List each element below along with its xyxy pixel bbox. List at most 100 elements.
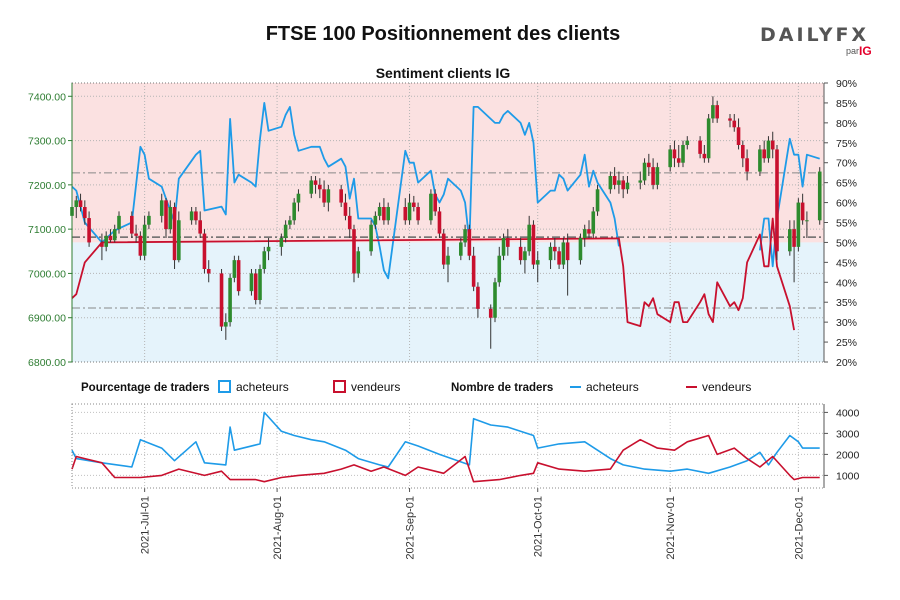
pct-tick-label: 25% xyxy=(836,337,857,349)
legend-sellers-pct-swatch xyxy=(333,380,346,393)
candle-body xyxy=(138,235,143,256)
candle-body xyxy=(296,193,301,203)
candle-body xyxy=(587,229,591,234)
candle-body xyxy=(518,246,523,261)
price-tick-label: 6900.00 xyxy=(28,313,66,325)
candle-body xyxy=(100,242,104,247)
candle-body xyxy=(377,207,382,216)
candle-body xyxy=(741,145,745,159)
candle-body xyxy=(147,215,151,225)
candle-body xyxy=(548,246,553,261)
candle-body xyxy=(164,200,168,230)
count-tick-label: 4000 xyxy=(836,407,860,419)
price-tick-label: 7200.00 xyxy=(28,180,66,192)
candle-body xyxy=(578,238,583,261)
candle-body xyxy=(817,171,822,221)
candle-body xyxy=(403,207,408,221)
candle-body xyxy=(676,158,681,163)
dailyfx-logo: DAILYFX par IG xyxy=(760,24,872,64)
candle-body xyxy=(309,180,314,194)
candle-body xyxy=(142,224,147,256)
candle-body xyxy=(497,255,502,283)
candle-body xyxy=(117,215,121,230)
sellers-count-line xyxy=(71,434,820,483)
price-tick-label: 7300.00 xyxy=(28,136,66,148)
pct-tick-label: 85% xyxy=(836,98,857,110)
candle-body xyxy=(433,193,437,212)
pct-tick-label: 70% xyxy=(836,158,857,170)
candle-body xyxy=(621,180,625,190)
candle-body xyxy=(557,251,561,265)
candle-body xyxy=(471,255,476,287)
pct-tick-label: 20% xyxy=(836,357,857,369)
chart-subtitle: Sentiment clients IG xyxy=(376,65,511,81)
candle-body xyxy=(177,220,181,261)
candle-body xyxy=(655,167,660,185)
pct-tick-label: 65% xyxy=(836,178,857,190)
legend-buyers-count-label: acheteurs xyxy=(586,380,639,394)
pct-tick-label: 80% xyxy=(836,118,857,130)
candle-body xyxy=(219,273,224,327)
candle-body xyxy=(565,242,570,261)
date-tick-label: 2021-Sep-01 xyxy=(405,496,417,560)
price-tick-label: 6800.00 xyxy=(28,357,66,369)
pct-tick-label: 50% xyxy=(836,237,857,249)
candle-body xyxy=(535,260,540,265)
count-tick-label: 3000 xyxy=(836,428,860,440)
candle-body xyxy=(651,167,655,185)
candle-body xyxy=(279,238,284,247)
date-tick-label: 2021-Aug-01 xyxy=(272,496,284,560)
candle-body xyxy=(78,200,83,207)
candle-body xyxy=(386,207,390,221)
candle-body xyxy=(253,273,258,300)
candle-body xyxy=(595,189,600,212)
candle-body xyxy=(104,235,108,247)
legend-sellers-count-label: vendeurs xyxy=(702,380,751,394)
candle-body xyxy=(642,162,647,181)
candle-body xyxy=(732,120,737,128)
candle-body xyxy=(527,224,531,252)
candle-body xyxy=(459,242,463,256)
candle-body xyxy=(343,202,348,216)
candle-body xyxy=(463,229,467,243)
logo-wordmark: DAILYFX xyxy=(760,24,870,46)
pct-tick-label: 90% xyxy=(836,78,857,90)
candle-body xyxy=(770,140,775,150)
candle-body xyxy=(249,273,254,292)
candle-body xyxy=(788,229,792,252)
main-panel: 6800.00 6900.00 7000.00 7100.00 7200.00 7300.… xyxy=(28,78,857,369)
candle-body xyxy=(198,220,202,234)
candle-body xyxy=(283,224,288,238)
price-tick-label: 7100.00 xyxy=(28,224,66,236)
candle-body xyxy=(617,180,621,185)
candle-body xyxy=(441,233,446,265)
candle-body xyxy=(488,308,493,318)
candle-body xyxy=(288,220,292,225)
candle-body xyxy=(668,149,672,168)
candle-body xyxy=(416,207,420,221)
candle-body xyxy=(446,255,450,265)
candle-body xyxy=(608,176,613,190)
candle-body xyxy=(758,149,762,172)
page-title: FTSE 100 Positionnement des clients xyxy=(265,23,621,45)
candle-body xyxy=(258,269,262,300)
buyers-pct-line xyxy=(71,102,620,280)
candle-body xyxy=(796,202,801,247)
candle-body xyxy=(582,229,587,238)
candle-body xyxy=(87,218,91,243)
count-tick-label: 1000 xyxy=(836,470,860,482)
logo-ig: IG xyxy=(859,44,872,58)
pct-tick-label: 35% xyxy=(836,297,857,309)
legend-buyers-pct-label: acheteurs xyxy=(236,380,289,394)
legend-pct-title: Pourcentage de traders xyxy=(81,382,209,394)
candle-body xyxy=(437,211,442,234)
pct-tick-label: 55% xyxy=(836,218,857,230)
candle-body xyxy=(159,200,164,216)
logo-par: par xyxy=(846,46,860,56)
candle-body xyxy=(561,242,566,265)
candle-body xyxy=(591,211,596,234)
legend-count-title: Nombre de traders xyxy=(451,382,553,394)
candle-body xyxy=(134,233,138,236)
candle-body xyxy=(108,235,113,241)
